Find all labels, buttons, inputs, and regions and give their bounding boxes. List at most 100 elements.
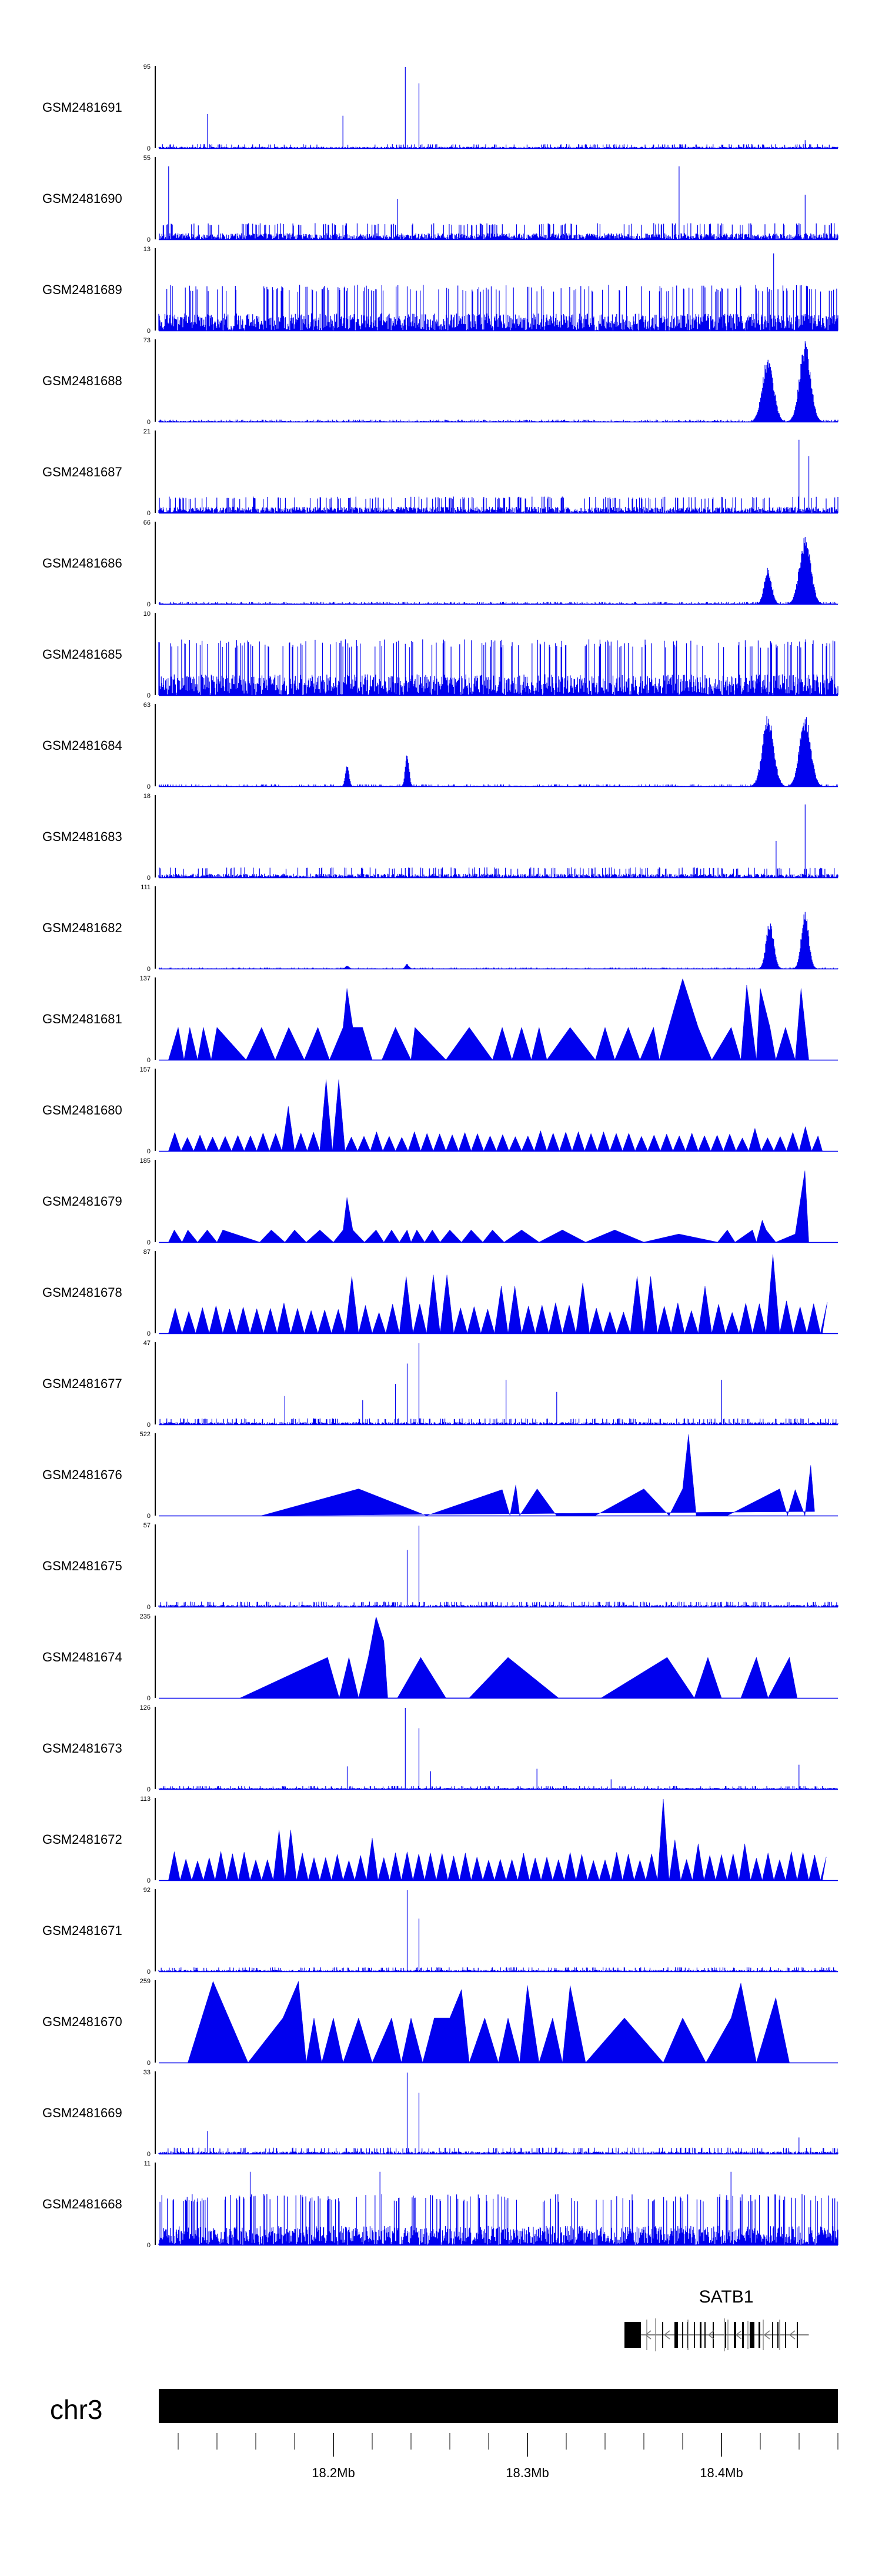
track: GSM2481681 137 0 [42,975,838,1064]
y-axis-min-label: 0 [147,2242,151,2249]
y-axis-min-label: 0 [147,1057,151,1064]
coverage-signal [158,67,838,148]
exon [704,2322,706,2348]
exon [639,2322,641,2348]
coverage-signal [158,2073,838,2154]
y-axis-max-label: 92 [143,1887,151,1894]
chromosome-label: chr3 [50,2394,102,2425]
track-label: GSM2481670 [42,2014,122,2029]
track: GSM2481683 18 0 [42,793,838,882]
y-axis-max-label: 73 [143,337,151,344]
exon [713,2322,714,2348]
strand-arrow [663,2330,670,2340]
strand-arrow [735,2330,742,2340]
y-axis-max-label: 33 [143,2069,151,2076]
track: GSM2481672 113 0 [42,1796,838,1884]
y-axis-min-label: 0 [147,2060,151,2067]
y-axis-max-label: 259 [140,1978,151,1985]
y-axis-min-label: 0 [147,1604,151,1611]
track-label: GSM2481678 [42,1285,122,1300]
track: GSM2481679 185 0 [42,1157,838,1246]
track: GSM2481671 92 0 [42,1887,838,1976]
exon [734,2322,736,2348]
track: GSM2481686 66 0 [42,519,838,608]
track-label: GSM2481680 [42,1103,122,1117]
exon [634,2322,636,2348]
exon [750,2322,754,2348]
coverage-signal [158,1708,838,1789]
exon [682,2322,683,2348]
y-axis-min-label: 0 [147,2151,151,2158]
coverage-signal [168,1170,809,1243]
track: GSM2481685 10 0 [42,610,838,699]
y-axis-max-label: 11 [144,2160,151,2167]
coverage-signal [158,1526,838,1607]
track-label: GSM2481669 [42,2105,122,2120]
y-axis-max-label: 522 [140,1431,151,1438]
coverage-signal [158,804,838,877]
track: GSM2481680 157 0 [42,1066,838,1155]
y-axis-max-label: 126 [140,1704,151,1711]
coverage-signal [158,2171,838,2245]
coverage-signal [240,1616,798,1699]
exon [725,2322,726,2348]
y-axis-max-label: 87 [143,1249,151,1256]
exon [687,2322,688,2348]
exon [700,2322,701,2348]
track-label: GSM2481685 [42,647,122,662]
chromosome-axis: chr3 18.2Mb 18.3Mb 18.4Mb [50,2389,838,2480]
track-label: GSM2481681 [42,1012,122,1026]
y-axis-min-label: 0 [147,783,151,790]
y-axis-max-label: 111 [141,884,151,891]
coverage-signal [158,439,838,513]
y-axis-max-label: 95 [143,64,151,71]
exon [797,2322,798,2348]
y-axis-min-label: 0 [147,875,151,882]
y-axis-max-label: 157 [140,1066,151,1073]
track-label: GSM2481682 [42,920,122,935]
y-axis-max-label: 66 [143,519,151,526]
track-label: GSM2481688 [42,373,122,388]
y-axis-min-label: 0 [147,966,151,973]
y-axis-min-label: 0 [147,328,151,335]
coverage-signal [168,1079,823,1152]
coverage-signal [158,1890,838,1971]
gene-annotation-track: SATB1 [624,2287,809,2351]
exon [674,2322,678,2348]
track: GSM2481687 21 0 [42,428,838,517]
y-axis-min-label: 0 [147,601,151,608]
y-axis-max-label: 235 [140,1613,151,1620]
y-axis-max-label: 47 [143,1340,151,1347]
y-axis-min-label: 0 [147,1330,151,1337]
track: GSM2481675 57 0 [42,1522,838,1611]
y-axis-max-label: 55 [143,155,151,162]
exon [662,2322,663,2348]
track: GSM2481682 111 0 [42,884,838,973]
y-axis-max-label: 10 [143,610,151,618]
track: GSM2481688 73 0 [42,337,838,426]
coverage-signal [188,1981,790,2063]
track-label: GSM2481687 [42,465,122,479]
track-label: GSM2481686 [42,556,122,570]
y-axis-min-label: 0 [147,1695,151,1702]
coverage-signal [158,166,838,239]
track-label: GSM2481689 [42,282,122,297]
track-label: GSM2481683 [42,829,122,844]
y-axis-min-label: 0 [147,145,151,152]
y-axis-min-label: 0 [147,510,151,517]
track-label: GSM2481690 [42,191,122,206]
coverage-signal [158,537,838,604]
track: GSM2481674 235 0 [42,1613,838,1702]
y-axis-min-label: 0 [147,1148,151,1155]
track-label: GSM2481679 [42,1194,122,1209]
y-axis-max-label: 185 [140,1157,151,1164]
coverage-signal [168,978,809,1060]
y-axis-max-label: 137 [140,975,151,982]
exon [759,2322,760,2348]
track: GSM2481677 47 0 [42,1340,838,1429]
track-label: GSM2481676 [42,1467,122,1482]
coverage-signal [168,1798,827,1881]
axis-tick-label: 18.3Mb [506,2465,549,2480]
track: GSM2481670 259 0 [42,1978,838,2067]
strand-arrow [763,2330,770,2340]
